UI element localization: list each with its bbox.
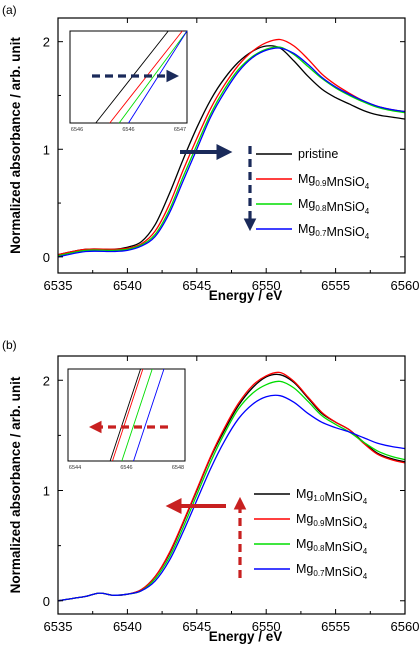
inset-plot: 6544 6546 6548: [67, 368, 186, 471]
y-tick-label: 2: [43, 373, 50, 388]
legend-entry-2: Mg0.8MnSiO4: [298, 197, 370, 216]
series-line-3: [57, 394, 406, 602]
x-tick-label: 6550: [252, 619, 281, 634]
x-tick-label: 6540: [113, 619, 142, 634]
legend-entry-1: Mg0.9MnSiO4: [296, 512, 368, 531]
y-tick-label: 1: [43, 484, 50, 499]
legend-entry-3: Mg0.7MnSiO4: [296, 562, 368, 581]
y-tick-label: 2: [43, 35, 50, 50]
chart-panel-b: (b) 6535 6540 6545 6550 6555 6560 0 1 2 Energy / e…: [2, 338, 419, 644]
x-tick-label: 6560: [391, 619, 419, 634]
inset-line-2: [118, 30, 188, 124]
legend-entry-0: pristine: [298, 147, 338, 161]
y-tick-label: 0: [43, 250, 50, 265]
series-line-2: [57, 46, 406, 257]
series-line-3: [57, 47, 406, 258]
inset-frame: [69, 30, 188, 124]
x-axis-label: Energy / eV: [209, 288, 283, 303]
inset-plot: 6546 6546 6547: [69, 30, 188, 133]
legend-entry-2: Mg0.8MnSiO4: [296, 537, 368, 556]
chart-panel-a: (a) 6535 6540 6545 6550 6555 6560 0 1 2 Energy / e…: [2, 3, 419, 303]
inset-line-3: [133, 368, 165, 462]
legend-entry-1: Mg0.9MnSiO4: [298, 172, 370, 191]
legend-entry-3: Mg0.7MnSiO4: [298, 222, 370, 241]
series-line-1: [57, 38, 406, 256]
x-tick-label: 6555: [321, 619, 350, 634]
x-tick-label: 6555: [321, 278, 350, 293]
x-tick-label: 6545: [182, 278, 211, 293]
inset-line-2: [121, 368, 153, 462]
x-tick-label: 6535: [44, 278, 73, 293]
inset-x-tick-label: 6546: [120, 465, 132, 471]
x-tick-label: 6535: [44, 619, 73, 634]
x-tick-label: 6540: [113, 278, 142, 293]
inset-x-tick-label: 6546: [122, 127, 134, 133]
y-tick-label: 0: [43, 594, 50, 609]
inset-line-1: [112, 368, 144, 462]
inset-line-0: [109, 368, 141, 462]
inset-x-tick-label: 6548: [172, 465, 184, 471]
inset-x-tick-label: 6546: [71, 127, 83, 133]
x-tick-label: 6550: [252, 278, 281, 293]
legend: Mg1.0MnSiO4 Mg0.9MnSiO4 Mg0.8MnSiO4 Mg0.7Mn…: [254, 487, 368, 581]
x-tick-label: 6560: [391, 278, 419, 293]
inset-x-tick-label: 6547: [174, 127, 186, 133]
y-axis-label: Normalized absorbance / arb. unit: [8, 376, 23, 593]
legend-entry-0: Mg1.0MnSiO4: [296, 487, 368, 506]
series-line-0: [57, 45, 406, 256]
inset-x-tick-label: 6544: [69, 465, 81, 471]
y-axis-label: Normalized absorbance / arb. unit: [8, 37, 23, 254]
y-tick-label: 1: [43, 142, 50, 157]
legend: pristine Mg0.9MnSiO4 Mg0.8MnSiO4 Mg0.7MnSiO…: [256, 147, 370, 241]
x-axis-label: Energy / eV: [209, 629, 283, 644]
panel-label: (a): [2, 3, 17, 17]
x-tick-label: 6545: [182, 619, 211, 634]
panel-label: (b): [2, 338, 17, 352]
